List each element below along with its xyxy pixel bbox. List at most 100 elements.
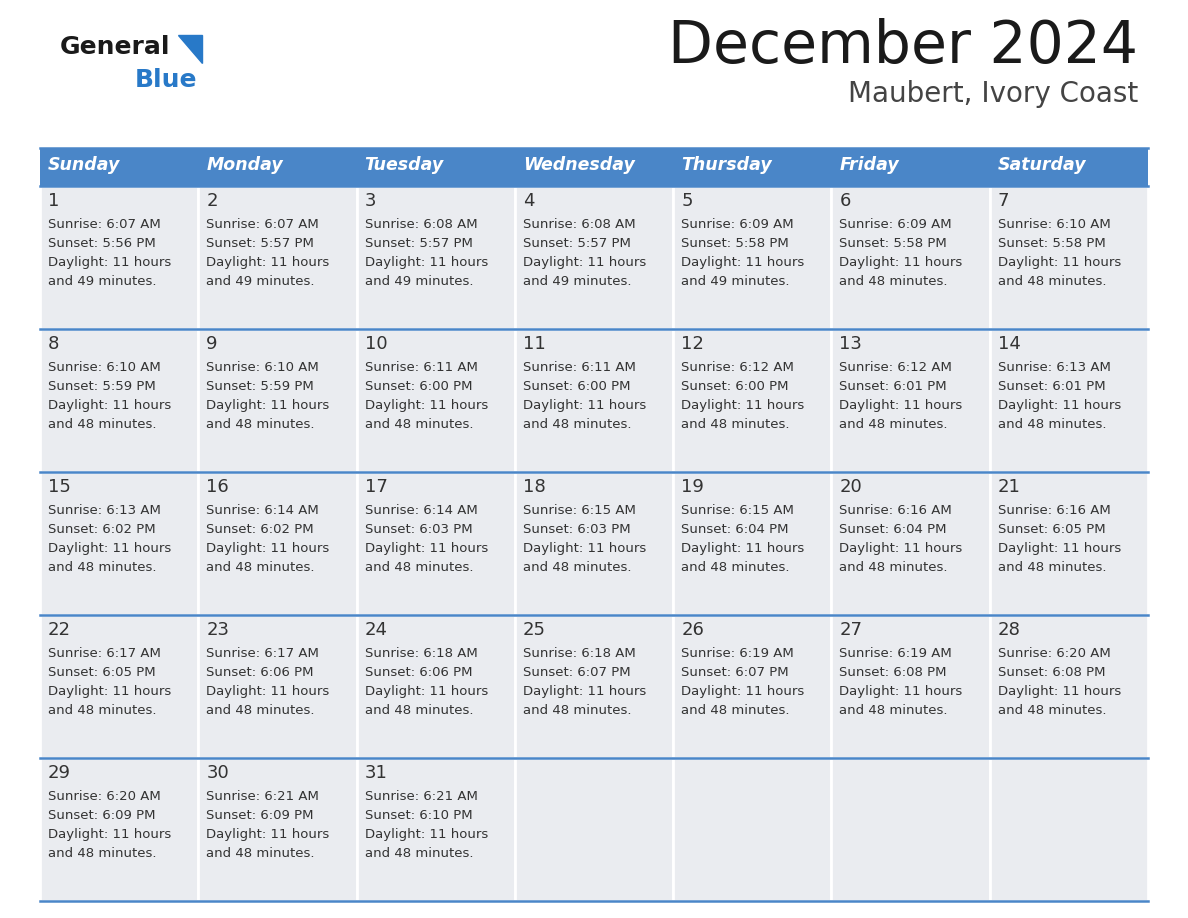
Text: Daylight: 11 hours: Daylight: 11 hours <box>523 542 646 555</box>
Text: Sunrise: 6:18 AM: Sunrise: 6:18 AM <box>523 647 636 660</box>
Text: Sunrise: 6:10 AM: Sunrise: 6:10 AM <box>48 361 160 374</box>
Text: Sunset: 5:58 PM: Sunset: 5:58 PM <box>840 237 947 250</box>
Text: and 48 minutes.: and 48 minutes. <box>840 275 948 288</box>
Text: Sunrise: 6:12 AM: Sunrise: 6:12 AM <box>840 361 953 374</box>
Text: 21: 21 <box>998 478 1020 496</box>
Text: Daylight: 11 hours: Daylight: 11 hours <box>48 399 171 412</box>
Text: 19: 19 <box>681 478 704 496</box>
Text: and 48 minutes.: and 48 minutes. <box>998 704 1106 717</box>
Text: 24: 24 <box>365 621 387 639</box>
Bar <box>198 758 356 901</box>
Text: and 48 minutes.: and 48 minutes. <box>998 561 1106 574</box>
Text: 28: 28 <box>998 621 1020 639</box>
Text: Daylight: 11 hours: Daylight: 11 hours <box>998 685 1121 698</box>
Bar <box>198 148 356 186</box>
Text: Maubert, Ivory Coast: Maubert, Ivory Coast <box>848 80 1138 108</box>
Text: 18: 18 <box>523 478 545 496</box>
Text: Sunset: 5:58 PM: Sunset: 5:58 PM <box>681 237 789 250</box>
Bar <box>356 615 514 758</box>
Text: Daylight: 11 hours: Daylight: 11 hours <box>365 256 488 269</box>
Text: Daylight: 11 hours: Daylight: 11 hours <box>523 685 646 698</box>
Text: 11: 11 <box>523 335 545 353</box>
Text: Daylight: 11 hours: Daylight: 11 hours <box>207 542 329 555</box>
Text: Daylight: 11 hours: Daylight: 11 hours <box>207 685 329 698</box>
Bar <box>514 472 674 615</box>
Text: Sunset: 5:58 PM: Sunset: 5:58 PM <box>998 237 1106 250</box>
Text: 8: 8 <box>48 335 59 353</box>
Text: Sunset: 6:07 PM: Sunset: 6:07 PM <box>523 666 631 679</box>
Text: Daylight: 11 hours: Daylight: 11 hours <box>523 399 646 412</box>
Text: Sunday: Sunday <box>48 156 120 174</box>
Bar <box>990 615 1148 758</box>
Text: Daylight: 11 hours: Daylight: 11 hours <box>365 399 488 412</box>
Bar <box>40 472 198 615</box>
Text: 15: 15 <box>48 478 71 496</box>
Text: Sunset: 6:02 PM: Sunset: 6:02 PM <box>48 523 156 536</box>
Text: and 48 minutes.: and 48 minutes. <box>365 847 473 860</box>
Text: Sunrise: 6:15 AM: Sunrise: 6:15 AM <box>681 504 794 517</box>
Text: Sunset: 5:57 PM: Sunset: 5:57 PM <box>523 237 631 250</box>
Text: Daylight: 11 hours: Daylight: 11 hours <box>365 542 488 555</box>
Text: Sunrise: 6:10 AM: Sunrise: 6:10 AM <box>207 361 320 374</box>
Bar <box>832 758 990 901</box>
Text: Sunset: 6:04 PM: Sunset: 6:04 PM <box>681 523 789 536</box>
Text: Daylight: 11 hours: Daylight: 11 hours <box>681 399 804 412</box>
Bar <box>674 186 832 329</box>
Text: Daylight: 11 hours: Daylight: 11 hours <box>840 685 962 698</box>
Text: Sunrise: 6:09 AM: Sunrise: 6:09 AM <box>840 218 952 231</box>
Text: and 48 minutes.: and 48 minutes. <box>48 418 157 431</box>
Text: and 48 minutes.: and 48 minutes. <box>48 704 157 717</box>
Text: Daylight: 11 hours: Daylight: 11 hours <box>523 256 646 269</box>
Bar <box>198 472 356 615</box>
Text: and 49 minutes.: and 49 minutes. <box>365 275 473 288</box>
Text: and 48 minutes.: and 48 minutes. <box>207 418 315 431</box>
Text: Sunset: 6:01 PM: Sunset: 6:01 PM <box>840 380 947 393</box>
Text: and 48 minutes.: and 48 minutes. <box>207 561 315 574</box>
Text: Sunset: 5:57 PM: Sunset: 5:57 PM <box>207 237 314 250</box>
Text: Sunset: 6:08 PM: Sunset: 6:08 PM <box>998 666 1105 679</box>
Text: and 48 minutes.: and 48 minutes. <box>207 847 315 860</box>
Text: 20: 20 <box>840 478 862 496</box>
Text: Daylight: 11 hours: Daylight: 11 hours <box>365 828 488 841</box>
Bar <box>514 186 674 329</box>
Text: Tuesday: Tuesday <box>365 156 444 174</box>
Bar <box>832 472 990 615</box>
Bar <box>40 758 198 901</box>
Bar <box>356 758 514 901</box>
Bar <box>198 615 356 758</box>
Text: Sunset: 5:59 PM: Sunset: 5:59 PM <box>207 380 314 393</box>
Text: 23: 23 <box>207 621 229 639</box>
Text: Daylight: 11 hours: Daylight: 11 hours <box>998 542 1121 555</box>
Bar <box>514 148 674 186</box>
Bar <box>40 148 198 186</box>
Text: Daylight: 11 hours: Daylight: 11 hours <box>207 828 329 841</box>
Bar <box>40 186 198 329</box>
Bar <box>198 186 356 329</box>
Text: Daylight: 11 hours: Daylight: 11 hours <box>365 685 488 698</box>
Text: Sunset: 5:56 PM: Sunset: 5:56 PM <box>48 237 156 250</box>
Text: and 48 minutes.: and 48 minutes. <box>840 704 948 717</box>
Text: General: General <box>61 35 171 59</box>
Text: Thursday: Thursday <box>681 156 772 174</box>
Text: Blue: Blue <box>135 68 197 92</box>
Text: Sunrise: 6:20 AM: Sunrise: 6:20 AM <box>48 790 160 803</box>
Bar <box>40 615 198 758</box>
Text: Sunrise: 6:18 AM: Sunrise: 6:18 AM <box>365 647 478 660</box>
Text: Sunrise: 6:21 AM: Sunrise: 6:21 AM <box>365 790 478 803</box>
Text: Sunset: 6:02 PM: Sunset: 6:02 PM <box>207 523 314 536</box>
Text: Sunset: 5:57 PM: Sunset: 5:57 PM <box>365 237 473 250</box>
Text: 9: 9 <box>207 335 217 353</box>
Bar <box>990 329 1148 472</box>
Text: Daylight: 11 hours: Daylight: 11 hours <box>840 399 962 412</box>
Text: Daylight: 11 hours: Daylight: 11 hours <box>207 399 329 412</box>
Text: Sunrise: 6:21 AM: Sunrise: 6:21 AM <box>207 790 320 803</box>
Text: and 48 minutes.: and 48 minutes. <box>523 704 631 717</box>
Text: Daylight: 11 hours: Daylight: 11 hours <box>681 542 804 555</box>
Bar <box>674 615 832 758</box>
Bar <box>40 329 198 472</box>
Text: Sunrise: 6:07 AM: Sunrise: 6:07 AM <box>207 218 320 231</box>
Text: 26: 26 <box>681 621 704 639</box>
Text: Sunrise: 6:20 AM: Sunrise: 6:20 AM <box>998 647 1111 660</box>
Text: Sunset: 6:00 PM: Sunset: 6:00 PM <box>523 380 631 393</box>
Text: and 49 minutes.: and 49 minutes. <box>207 275 315 288</box>
